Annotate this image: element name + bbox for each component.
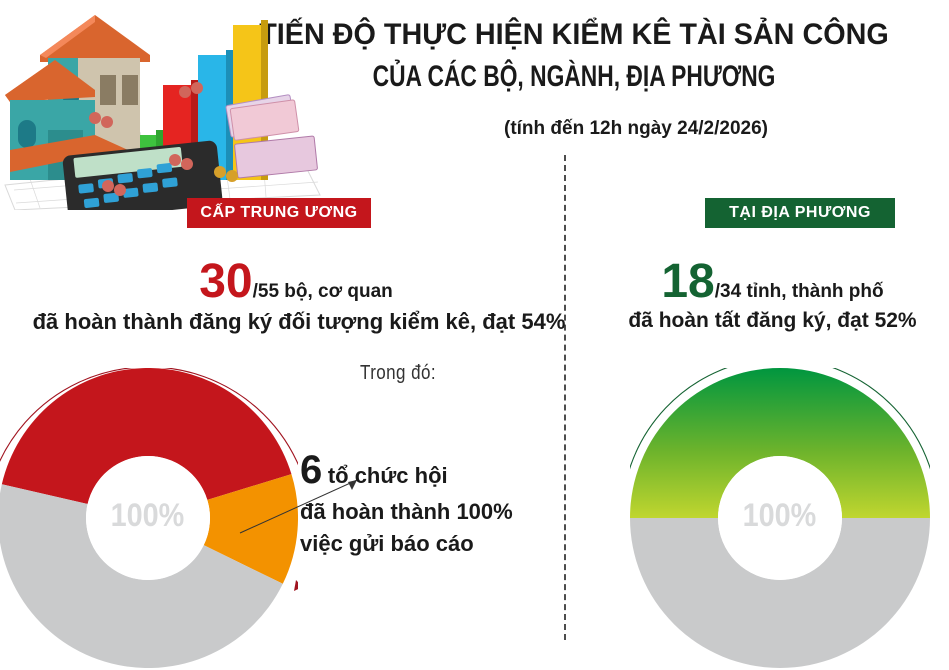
- svg-text:100%: 100%: [111, 498, 185, 534]
- svg-text:100%: 100%: [743, 498, 817, 534]
